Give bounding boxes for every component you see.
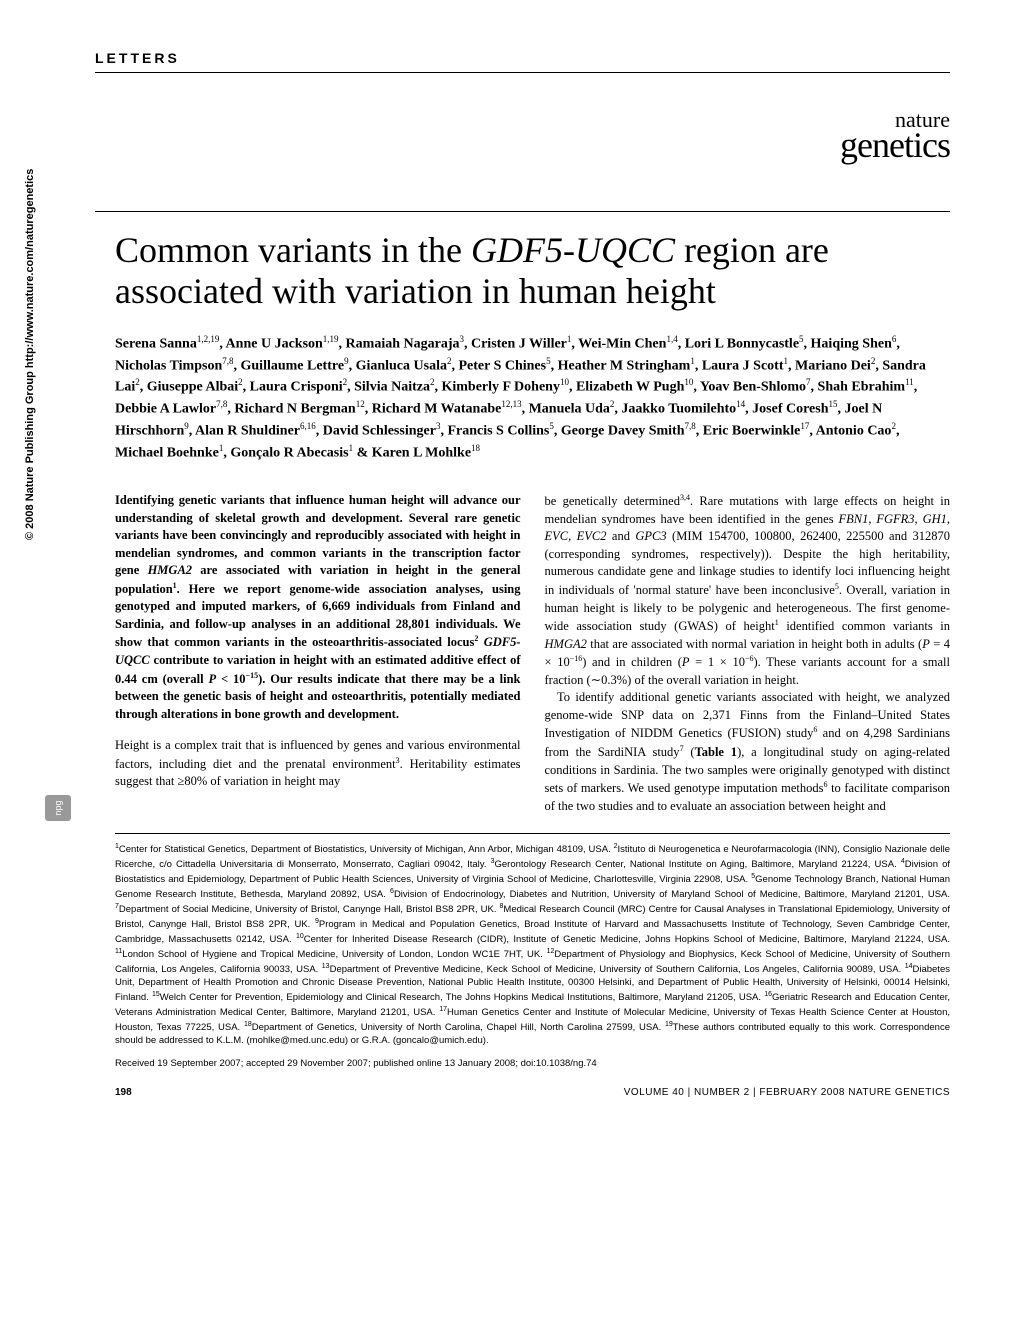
title-rule xyxy=(95,211,950,212)
journal-ref: VOLUME 40 | NUMBER 2 | FEBRUARY 2008 NAT… xyxy=(624,1087,950,1098)
affil-rule xyxy=(115,833,950,834)
column-left: Identifying genetic variants that influe… xyxy=(115,492,521,815)
page-footer: 198 VOLUME 40 | NUMBER 2 | FEBRUARY 2008… xyxy=(115,1087,950,1098)
journal-logo: nature genetics xyxy=(95,103,950,161)
section-label: LETTERS xyxy=(95,50,950,66)
copyright-sidebar: © 2008 Nature Publishing Group http://ww… xyxy=(24,169,36,540)
author-list: Serena Sanna1,2,19, Anne U Jackson1,19, … xyxy=(115,333,950,465)
body-columns: Identifying genetic variants that influe… xyxy=(115,492,950,815)
col2-p1: be genetically determined3,4. Rare mutat… xyxy=(545,492,951,689)
col1-p1: Height is a complex trait that is influe… xyxy=(115,737,521,791)
top-rule xyxy=(95,72,950,73)
title-pre: Common variants in the xyxy=(115,230,471,270)
abstract: Identifying genetic variants that influe… xyxy=(115,492,521,723)
npg-badge: npg xyxy=(45,795,71,821)
article-title: Common variants in the GDF5-UQCC region … xyxy=(115,230,950,313)
col2-p2: To identify additional genetic variants … xyxy=(545,689,951,815)
journal-line2: genetics xyxy=(840,125,950,165)
title-ital: GDF5-UQCC xyxy=(471,230,675,270)
column-right: be genetically determined3,4. Rare mutat… xyxy=(545,492,951,815)
affiliations: 1Center for Statistical Genetics, Depart… xyxy=(115,842,950,1047)
page-number: 198 xyxy=(115,1087,132,1098)
received-line: Received 19 September 2007; accepted 29 … xyxy=(115,1058,950,1069)
